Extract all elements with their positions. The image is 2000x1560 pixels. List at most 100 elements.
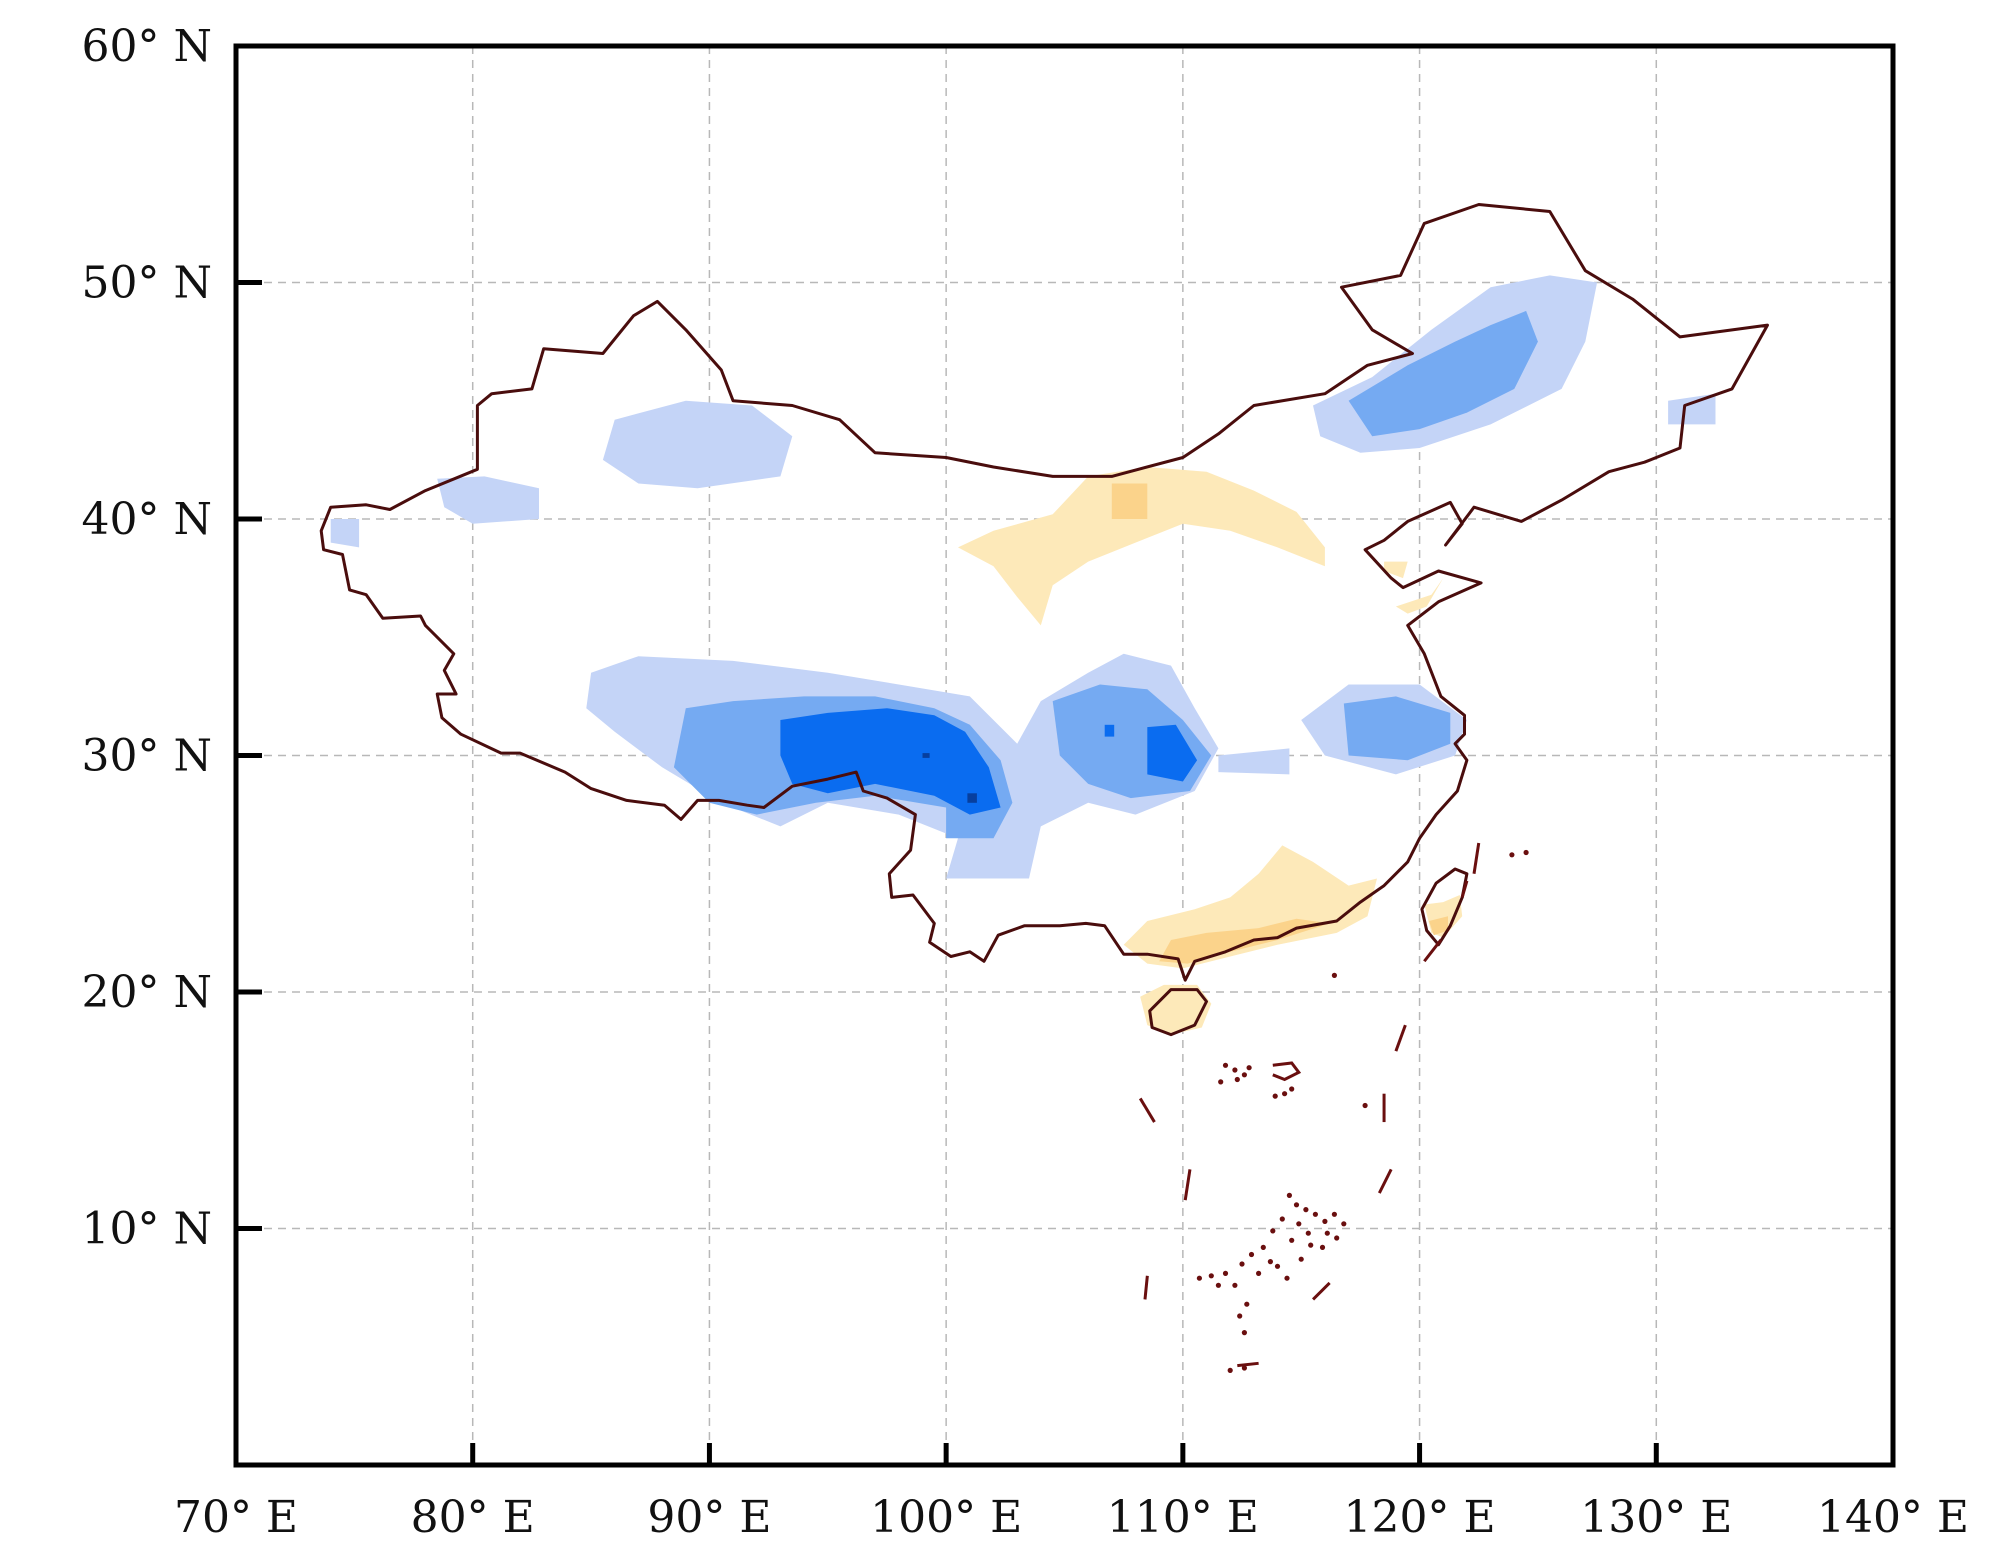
anomaly-patch-17 bbox=[958, 467, 1325, 626]
island-dot bbox=[1305, 1230, 1311, 1236]
nine-dash-segment-1 bbox=[1183, 1169, 1192, 1201]
x-tick-label: 130° E bbox=[1580, 1492, 1732, 1543]
y-axis-tick-labels: 60° N 50° N 40° N 30° N 20° N 10° N bbox=[82, 21, 212, 1255]
y-tick-label: 60° N bbox=[82, 21, 212, 72]
island-dot bbox=[1334, 1235, 1340, 1241]
island-dot bbox=[1289, 1086, 1295, 1092]
south-china-sea-islands bbox=[1138, 842, 1529, 1373]
island-dot bbox=[1208, 1273, 1214, 1279]
island-dot bbox=[1227, 1367, 1233, 1373]
x-axis-tick-labels: 70° E 80° E 90° E 100° E 110° E 120° E 130° E 1… bbox=[174, 1492, 1969, 1543]
island-dot bbox=[1196, 1275, 1202, 1281]
island-dot bbox=[1282, 1091, 1288, 1097]
island-dot bbox=[1256, 1270, 1262, 1276]
island-dot bbox=[1232, 1282, 1238, 1288]
nine-dash-segment-9 bbox=[1472, 842, 1481, 874]
island-dot bbox=[1296, 1221, 1302, 1227]
island-dot bbox=[1331, 972, 1337, 979]
y-tick-label: 20° N bbox=[82, 967, 212, 1018]
island-dot bbox=[1215, 1282, 1221, 1288]
island-dot bbox=[1222, 1270, 1229, 1276]
y-tick-label: 10° N bbox=[82, 1204, 212, 1255]
island-dot bbox=[1241, 1365, 1247, 1371]
china-border bbox=[319, 203, 1769, 982]
y-tick-label: 50° N bbox=[82, 258, 212, 309]
island-dot bbox=[1279, 1216, 1285, 1222]
nine-dash-segment-3 bbox=[1237, 1361, 1259, 1368]
island-dot bbox=[1239, 1261, 1245, 1267]
anomaly-patch-2 bbox=[330, 519, 360, 548]
island-dot bbox=[1284, 1275, 1290, 1281]
island-dot bbox=[1274, 1263, 1281, 1269]
island-dot bbox=[1341, 1221, 1347, 1227]
nine-dash-segment-10 bbox=[1460, 880, 1469, 898]
y-tick-label: 40° N bbox=[82, 494, 212, 545]
anomaly-patch-21 bbox=[1123, 845, 1377, 969]
island-dot bbox=[1232, 1067, 1238, 1073]
anomaly-patch-11 bbox=[1348, 310, 1538, 437]
island-dot bbox=[1298, 1256, 1304, 1262]
island-dot bbox=[1322, 1218, 1328, 1224]
anomaly-patch-25 bbox=[1429, 916, 1448, 936]
island-dot bbox=[1244, 1301, 1250, 1307]
anomaly-patch-13 bbox=[1147, 724, 1198, 782]
anomaly-patch-15 bbox=[967, 793, 977, 803]
island-dot bbox=[1509, 852, 1515, 858]
anomaly-shading bbox=[330, 275, 1716, 1035]
island-dot bbox=[1286, 1192, 1292, 1198]
island-dot bbox=[1362, 1102, 1368, 1109]
island-dot bbox=[1237, 1313, 1243, 1319]
anomaly-patch-22 bbox=[1159, 918, 1330, 964]
island-dot bbox=[1260, 1244, 1266, 1250]
axis-ticks bbox=[236, 280, 1659, 1465]
anomaly-patch-12 bbox=[780, 708, 1001, 815]
island-dot bbox=[1289, 1237, 1295, 1243]
nine-dash-segment-8 bbox=[1423, 939, 1443, 963]
x-tick-label: 110° E bbox=[1107, 1492, 1259, 1543]
island-dot bbox=[1234, 1076, 1240, 1083]
island-dot bbox=[1241, 1072, 1247, 1078]
x-tick-label: 120° E bbox=[1344, 1492, 1496, 1543]
island-dot bbox=[1324, 1230, 1330, 1236]
nine-dash-segment-5 bbox=[1377, 1168, 1393, 1194]
island-dot bbox=[1312, 1211, 1318, 1217]
anomaly-patch-10 bbox=[1343, 696, 1451, 761]
island-dot bbox=[1218, 1079, 1224, 1085]
anomaly-patch-0 bbox=[602, 400, 793, 489]
anomaly-patch-7 bbox=[1668, 393, 1716, 425]
island-dot bbox=[1246, 1065, 1252, 1071]
island-dot bbox=[1331, 1211, 1337, 1217]
island-dot bbox=[1523, 849, 1529, 856]
y-tick-label: 30° N bbox=[82, 731, 212, 782]
nine-dash-segment-7 bbox=[1394, 1024, 1407, 1052]
x-tick-label: 70° E bbox=[174, 1492, 298, 1543]
island-dot bbox=[1241, 1330, 1247, 1336]
hainan-outline bbox=[1148, 988, 1208, 1037]
island-dot bbox=[1319, 1244, 1326, 1250]
island-dot bbox=[1303, 1207, 1309, 1213]
island-dot bbox=[1293, 1202, 1300, 1208]
anomaly-patch-18 bbox=[1111, 483, 1148, 519]
anomaly-patch-16 bbox=[922, 753, 930, 758]
anomaly-patch-14 bbox=[1104, 724, 1115, 737]
island-dot bbox=[1222, 1062, 1229, 1068]
x-tick-label: 80° E bbox=[411, 1492, 535, 1543]
island-outline bbox=[1272, 1061, 1302, 1082]
anomaly-patch-1 bbox=[437, 476, 539, 524]
anomaly-patch-20 bbox=[1384, 561, 1408, 579]
x-tick-label: 140° E bbox=[1817, 1492, 1969, 1543]
island-dot bbox=[1308, 1242, 1314, 1248]
nine-dash-segment-4 bbox=[1311, 1281, 1331, 1301]
nine-dash-segment-2 bbox=[1143, 1275, 1149, 1300]
anomaly-patch-4 bbox=[1218, 748, 1290, 775]
island-dot bbox=[1270, 1228, 1276, 1234]
island-dot bbox=[1248, 1251, 1255, 1258]
nine-dash-segment-0 bbox=[1138, 1097, 1156, 1123]
x-tick-label: 90° E bbox=[647, 1492, 771, 1543]
island-dot bbox=[1272, 1093, 1278, 1099]
anomaly-patch-19 bbox=[1395, 578, 1444, 614]
island-dot bbox=[1267, 1259, 1273, 1265]
anomaly-patch-23 bbox=[1140, 984, 1212, 1035]
x-tick-label: 100° E bbox=[870, 1492, 1022, 1543]
